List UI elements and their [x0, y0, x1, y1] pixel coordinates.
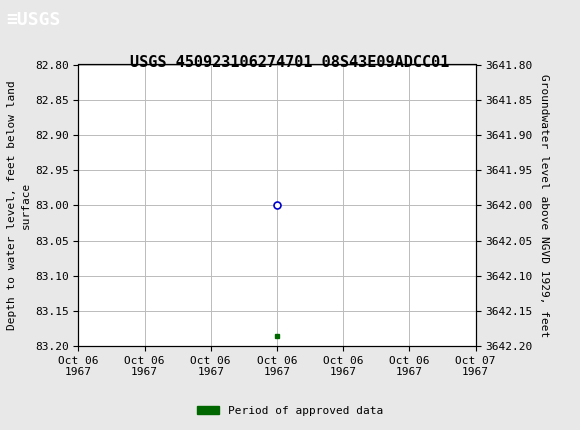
- Text: ≡USGS: ≡USGS: [6, 11, 60, 29]
- Y-axis label: Groundwater level above NGVD 1929, feet: Groundwater level above NGVD 1929, feet: [539, 74, 549, 337]
- Y-axis label: Depth to water level, feet below land
surface: Depth to water level, feet below land su…: [8, 80, 31, 330]
- Legend: Period of approved data: Period of approved data: [193, 401, 387, 420]
- Text: USGS 450923106274701 08S43E09ADCC01: USGS 450923106274701 08S43E09ADCC01: [130, 55, 450, 70]
